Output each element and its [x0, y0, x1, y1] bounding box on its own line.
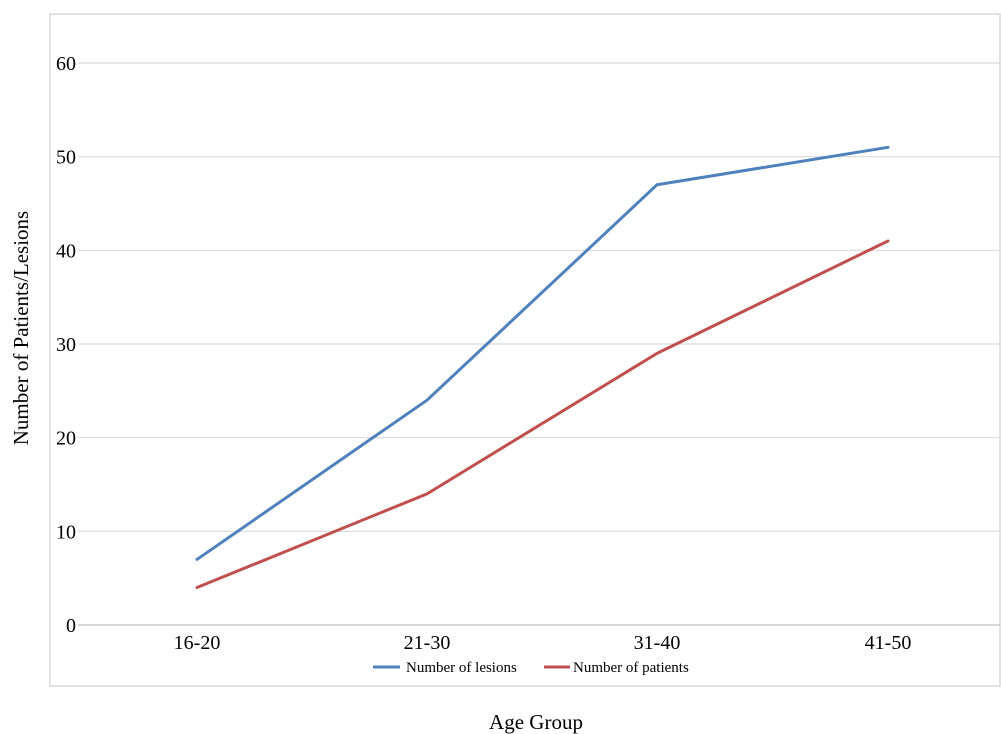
y-axis-ticks: 0 10 20 30 40 50 60 [56, 53, 76, 637]
x-axis-ticks: 16-20 21-30 31-40 41-50 [174, 632, 912, 654]
legend-label: Number of lesions [406, 660, 517, 676]
y-tick-label: 50 [56, 147, 76, 169]
y-tick-label: 0 [66, 615, 76, 637]
x-tick-label: 41-50 [865, 632, 912, 654]
series-line-patients [195, 239, 890, 590]
gridlines [78, 62, 1000, 626]
y-tick-label: 10 [56, 521, 76, 543]
y-tick-label: 40 [56, 240, 76, 262]
x-tick-label: 16-20 [174, 632, 221, 654]
series-lines [195, 145, 890, 590]
x-axis-title: Age Group [489, 710, 583, 734]
chart-area-border [49, 13, 1001, 687]
y-axis-title: Number of Patients/Lesions [9, 211, 33, 445]
x-tick-label: 21-30 [404, 632, 451, 654]
x-tick-label: 31-40 [634, 632, 681, 654]
legend: Number of lesions Number of patients [373, 660, 689, 676]
y-tick-label: 20 [56, 428, 76, 450]
y-tick-label: 60 [56, 53, 76, 75]
y-tick-label: 30 [56, 334, 76, 356]
series-line-lesions [195, 145, 890, 561]
legend-label: Number of patients [573, 660, 689, 676]
